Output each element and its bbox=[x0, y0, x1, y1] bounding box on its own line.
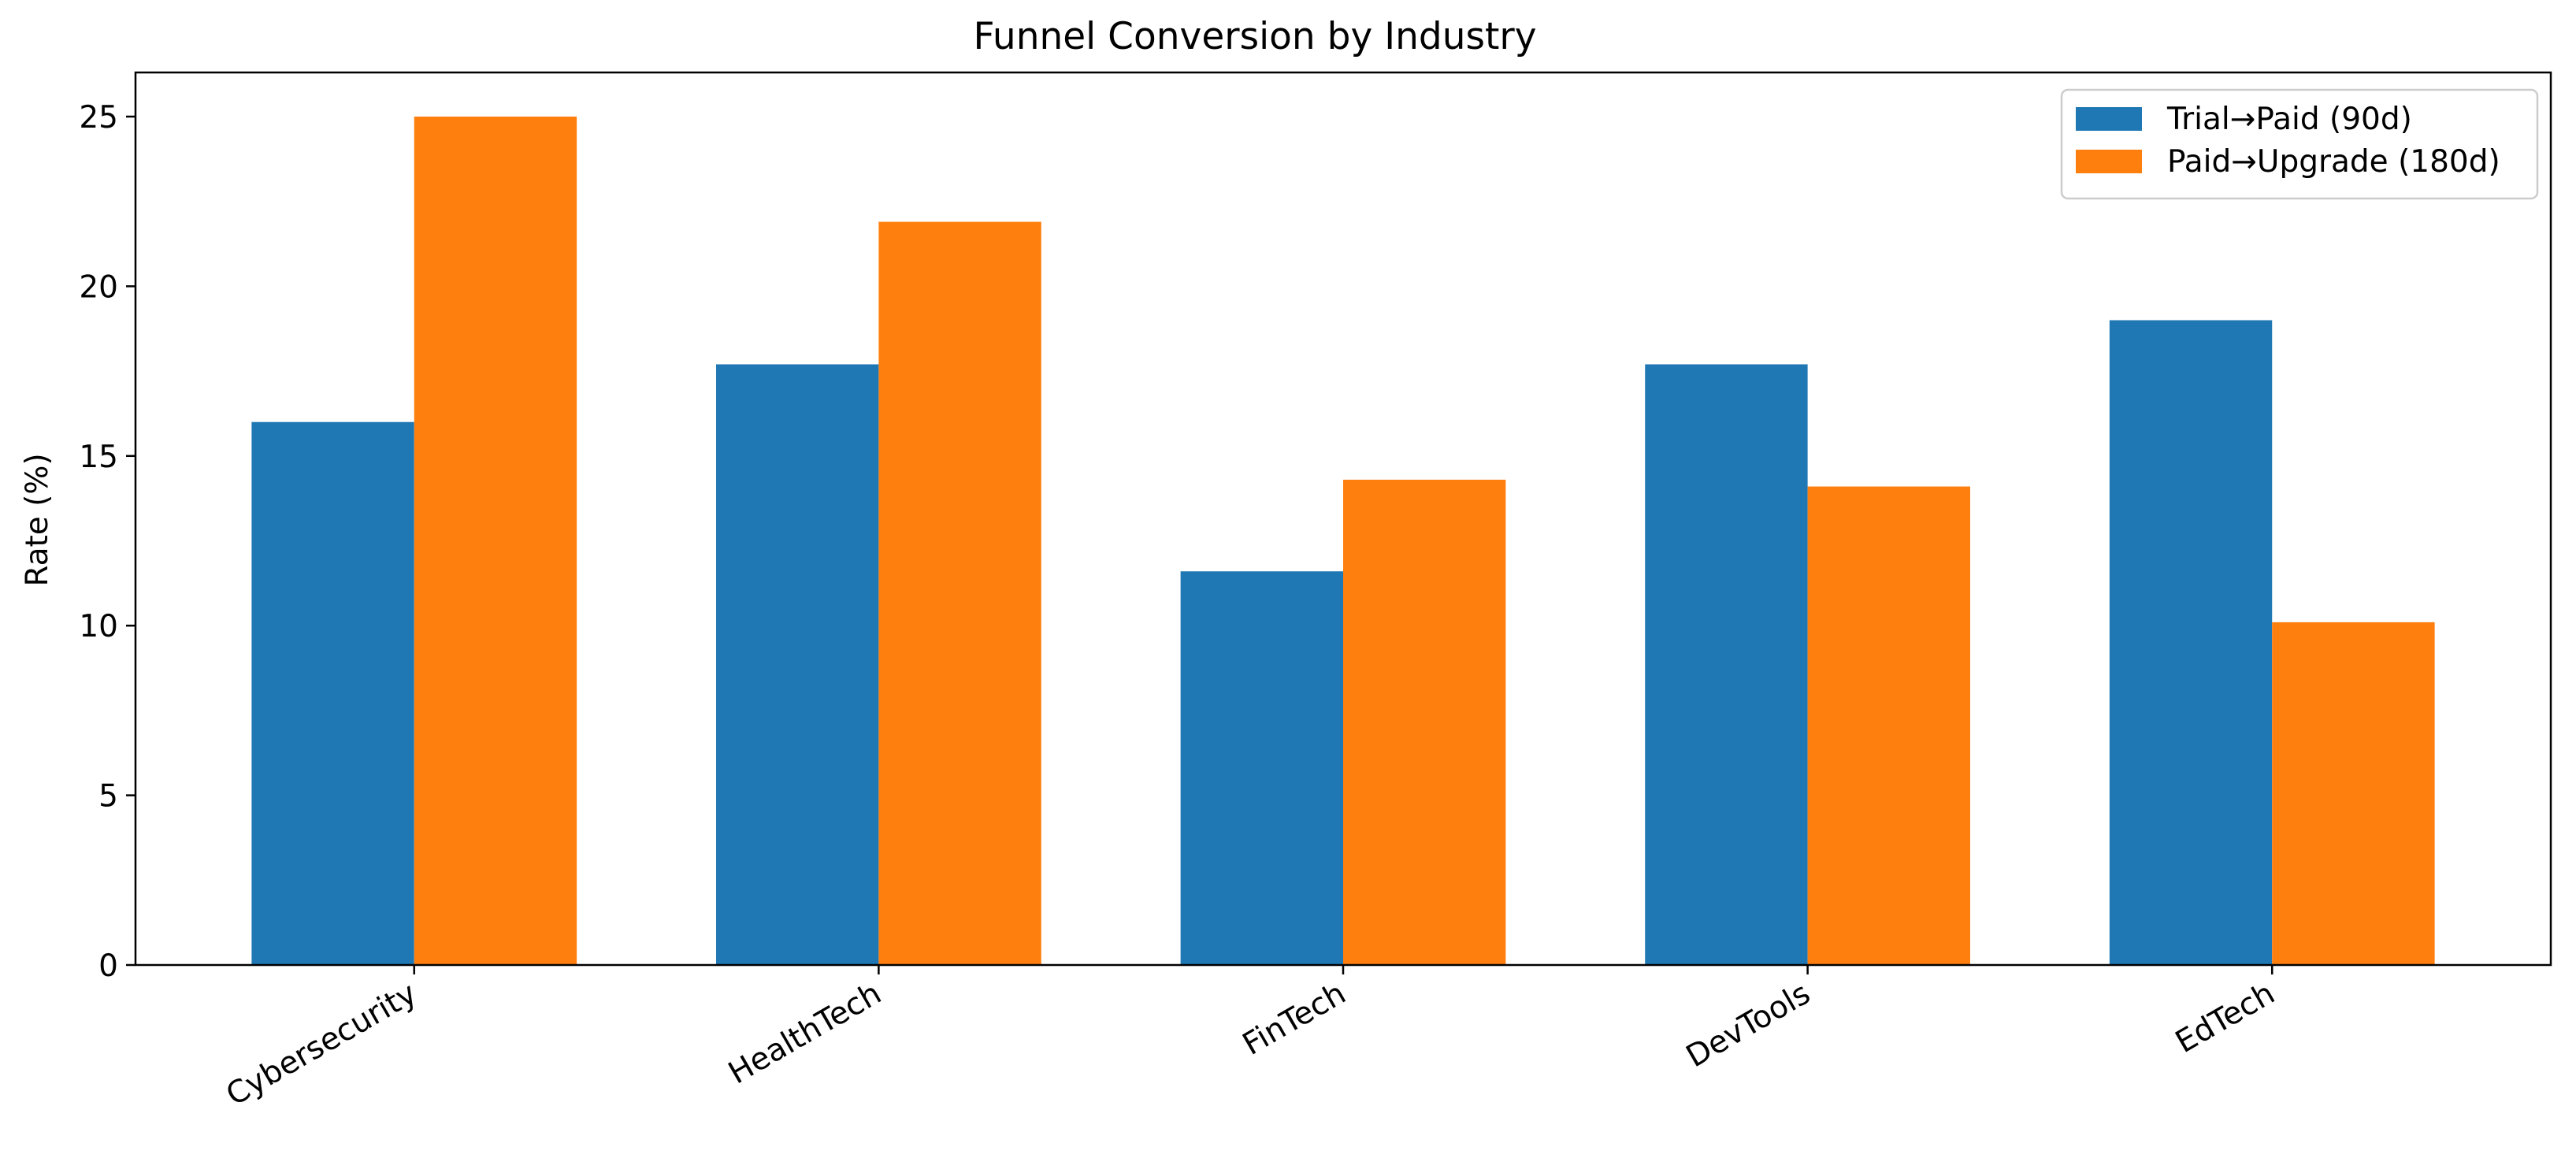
legend-label: Trial→Paid (90d) bbox=[2166, 102, 2412, 137]
x-axis: Cybersecurity HealthTech FinTech DevTools Ed… bbox=[221, 965, 2281, 1113]
y-axis: 0 5 10 15 20 25 bbox=[79, 100, 135, 984]
chart-title: Funnel Conversion by Industry bbox=[973, 15, 1536, 58]
y-tick-label: 10 bbox=[79, 609, 118, 644]
legend-swatch bbox=[2076, 150, 2142, 173]
y-tick-label: 15 bbox=[79, 440, 118, 475]
y-tick-label: 0 bbox=[98, 948, 118, 984]
bar-trial-paid-edtech bbox=[2109, 320, 2273, 965]
legend: Trial→Paid (90d) Paid→Upgrade (180d) bbox=[2060, 88, 2539, 200]
bar-paid-upgrade-edtech bbox=[2272, 622, 2435, 965]
bar-paid-upgrade-fintech bbox=[1343, 479, 1506, 965]
y-tick-label: 5 bbox=[98, 779, 118, 815]
legend-label: Paid→Upgrade (180d) bbox=[2167, 144, 2500, 180]
x-tick-label: Cybersecurity bbox=[221, 976, 423, 1113]
y-axis-label: Rate (%) bbox=[20, 453, 55, 586]
bar-paid-upgrade-devtools bbox=[1807, 486, 1970, 965]
x-tick-label: FinTech bbox=[1237, 976, 1352, 1063]
bars-group bbox=[251, 117, 2435, 966]
y-tick-label: 20 bbox=[79, 269, 118, 305]
bar-trial-paid-fintech bbox=[1180, 571, 1343, 965]
x-tick-label: HealthTech bbox=[722, 976, 887, 1092]
y-tick-label: 25 bbox=[79, 100, 118, 135]
legend-box bbox=[2060, 88, 2539, 200]
bar-trial-paid-devtools bbox=[1645, 364, 1808, 965]
bar-trial-paid-cybersecurity bbox=[251, 421, 414, 965]
bar-trial-paid-healthtech bbox=[716, 364, 879, 965]
legend-swatch bbox=[2076, 107, 2142, 131]
x-tick-label: EdTech bbox=[2170, 976, 2281, 1060]
bar-paid-upgrade-cybersecurity bbox=[414, 117, 577, 966]
bar-paid-upgrade-healthtech bbox=[878, 221, 1041, 965]
x-tick-label: DevTools bbox=[1680, 976, 1816, 1075]
